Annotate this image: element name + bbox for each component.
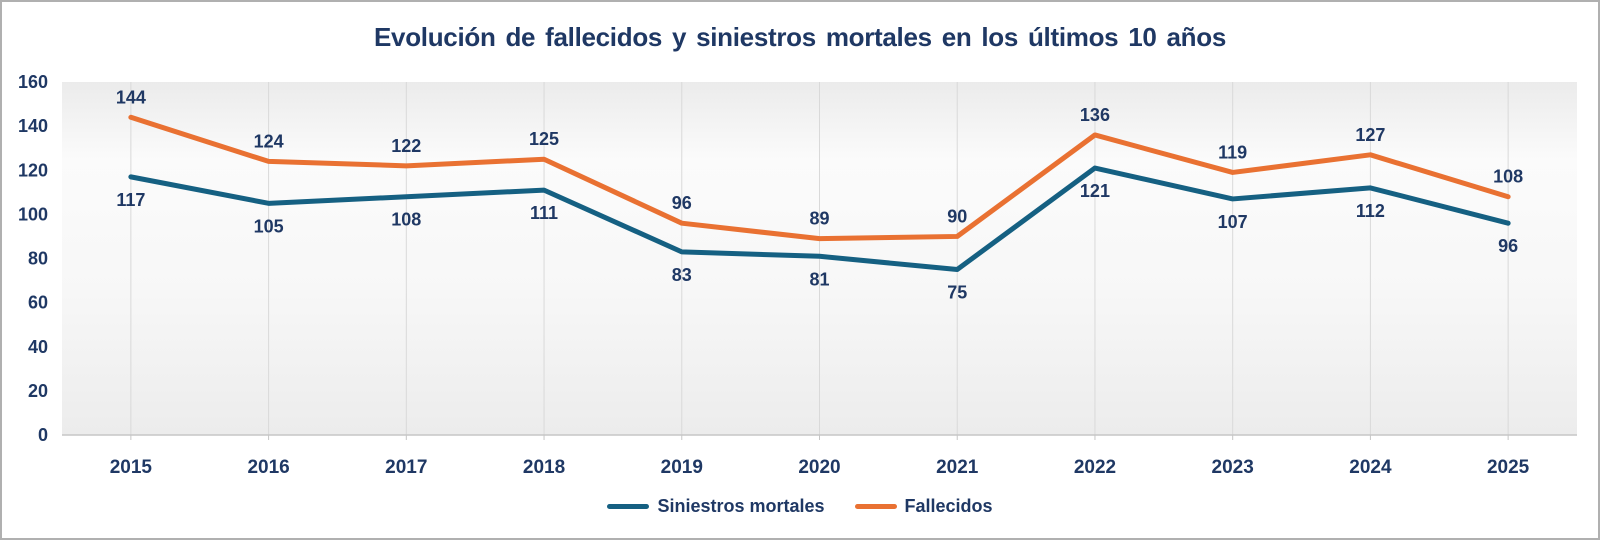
- y-axis-tick-label: 120: [18, 160, 48, 180]
- data-label-siniestros-mortales: 111: [530, 203, 558, 223]
- x-axis-tick-label: 2017: [385, 457, 427, 478]
- data-label-fallecidos: 122: [391, 136, 421, 156]
- data-label-siniestros-mortales: 112: [1356, 201, 1385, 221]
- legend-item-fallecidos: Fallecidos: [854, 496, 993, 517]
- data-label-fallecidos: 136: [1080, 105, 1110, 125]
- data-label-siniestros-mortales: 121: [1080, 181, 1110, 201]
- legend-label-siniestros-mortales: Siniestros mortales: [657, 496, 825, 516]
- data-label-siniestros-mortales: 75: [947, 283, 967, 303]
- y-axis-tick-label: 0: [38, 425, 48, 445]
- data-label-fallecidos: 89: [809, 209, 829, 229]
- data-label-fallecidos: 125: [529, 129, 559, 149]
- legend-swatch-fallecidos: [854, 504, 897, 509]
- x-axis-tick-label: 2018: [523, 457, 565, 478]
- data-label-fallecidos: 90: [947, 206, 967, 226]
- x-axis-tick-label: 2025: [1487, 457, 1530, 478]
- legend-label-fallecidos: Fallecidos: [904, 496, 993, 516]
- data-label-fallecidos: 96: [672, 193, 692, 213]
- data-label-siniestros-mortales: 108: [391, 210, 421, 230]
- data-label-siniestros-mortales: 81: [809, 269, 829, 289]
- series-line-siniestros-mortales: [128, 165, 1511, 273]
- x-axis-tick-label: 2023: [1212, 457, 1254, 478]
- x-axis-tick-label: 2022: [1074, 457, 1116, 478]
- y-axis-tick-label: 80: [28, 249, 48, 269]
- y-axis-tick-label: 140: [18, 116, 48, 136]
- x-axis-tick-label: 2021: [936, 457, 979, 478]
- data-label-siniestros-mortales: 96: [1498, 236, 1518, 256]
- chart-legend: Siniestros mortales Fallecidos: [2, 496, 1598, 517]
- x-axis-tick-label: 2020: [798, 457, 840, 478]
- data-label-siniestros-mortales: 105: [254, 216, 284, 236]
- x-axis-tick-label: 2015: [110, 457, 153, 478]
- series-line-fallecidos: [128, 114, 1511, 242]
- y-axis-tick-label: 60: [28, 293, 48, 313]
- data-label-fallecidos: 119: [1218, 142, 1247, 162]
- x-axis-tick-label: 2016: [247, 457, 289, 478]
- legend-item-siniestros-mortales: Siniestros mortales: [607, 496, 825, 517]
- legend-swatch-siniestros-mortales: [607, 504, 650, 509]
- y-axis-tick-label: 160: [18, 72, 48, 92]
- data-label-fallecidos: 144: [116, 87, 146, 107]
- data-label-siniestros-mortales: 107: [1218, 212, 1248, 232]
- x-axis-tick-label: 2019: [661, 457, 703, 478]
- chart-title: Evolución de fallecidos y siniestros mor…: [374, 22, 1226, 52]
- data-label-fallecidos: 127: [1355, 125, 1385, 145]
- x-axis-tick-label: 2024: [1349, 457, 1392, 478]
- y-axis-tick-label: 100: [18, 204, 48, 224]
- data-label-fallecidos: 108: [1493, 167, 1523, 187]
- data-label-fallecidos: 124: [254, 131, 284, 151]
- y-axis-tick-label: 40: [28, 337, 48, 357]
- data-label-siniestros-mortales: 83: [672, 265, 692, 285]
- y-axis-tick-label: 20: [28, 381, 48, 401]
- data-label-siniestros-mortales: 117: [116, 190, 145, 210]
